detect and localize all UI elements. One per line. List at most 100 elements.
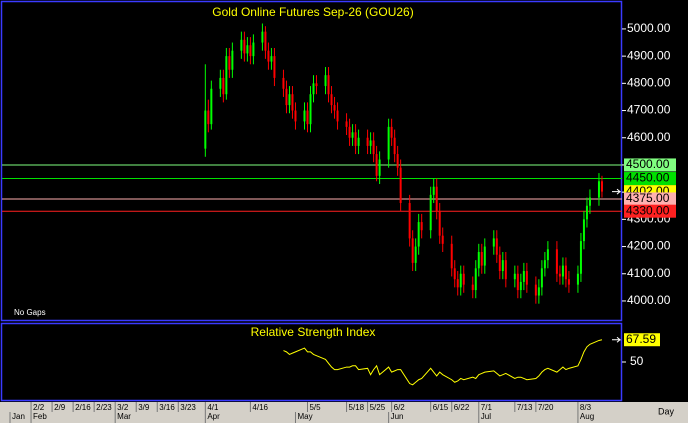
month-label: Feb <box>33 412 47 421</box>
candle-body <box>456 279 459 288</box>
candle-body <box>282 77 285 89</box>
candle-body <box>567 279 570 285</box>
month-label: Jan <box>12 412 25 421</box>
candle-body <box>546 249 549 261</box>
x-tick-label: 4/1 <box>207 403 219 412</box>
candle-body <box>222 77 225 95</box>
candle-body <box>252 42 255 57</box>
y-tick-label: 4900.00 <box>627 48 671 62</box>
candle-body <box>294 110 297 122</box>
candle-body <box>291 94 294 111</box>
candle-body <box>309 94 312 125</box>
candle-body <box>474 268 477 291</box>
last-value-label: 67.59 <box>626 332 656 346</box>
x-tick-label: 5/18 <box>349 403 365 412</box>
month-label: Jul <box>481 412 491 421</box>
candle-body <box>417 222 420 247</box>
candle-body <box>354 132 357 146</box>
candle-body <box>459 273 462 288</box>
candle-body <box>330 94 333 106</box>
candle-body <box>432 186 435 195</box>
candle-body <box>483 246 486 266</box>
rsi-line <box>283 339 603 386</box>
y-tick-label: 4700.00 <box>627 103 671 117</box>
candle-body <box>414 246 417 263</box>
candle-body <box>210 88 213 125</box>
candle-body <box>408 203 411 239</box>
y-tick-label: 4100.00 <box>627 266 671 280</box>
candle-body <box>303 110 306 122</box>
candle-body <box>225 56 228 95</box>
price-frame <box>0 0 623 322</box>
x-tick-label: 3/2 <box>117 403 129 412</box>
candle-body <box>504 260 507 280</box>
month-label: Jun <box>391 412 404 421</box>
candle-body <box>441 235 444 244</box>
x-tick-label: 6/15 <box>433 403 449 412</box>
x-tick-label: 8/3 <box>580 403 592 412</box>
month-label: Apr <box>207 412 220 421</box>
candle-body <box>396 154 399 168</box>
candle-body <box>579 241 582 274</box>
level-tag <box>624 172 676 186</box>
candle-body <box>315 83 318 87</box>
level-label: 4330.00 <box>626 203 670 217</box>
candle-body <box>324 75 327 87</box>
candle-body <box>267 50 270 62</box>
month-label: May <box>297 412 312 421</box>
candle-body <box>540 268 543 288</box>
candle-body <box>333 105 336 111</box>
candle-body <box>516 273 519 291</box>
level-label: 4375.00 <box>626 191 670 205</box>
date-axis-strip <box>0 402 688 423</box>
candle-body <box>576 273 579 285</box>
candle-body <box>534 284 537 296</box>
x-tick-label: 2/2 <box>33 403 45 412</box>
candle-body <box>273 56 276 78</box>
candle-body <box>513 273 516 280</box>
candle-body <box>246 45 249 54</box>
candle-body <box>555 249 558 274</box>
candle-body <box>558 273 561 277</box>
month-label: Mar <box>117 412 131 421</box>
candle-body <box>561 265 564 277</box>
level-tag <box>624 204 676 218</box>
x-tick-label: 5/5 <box>309 403 321 412</box>
x-tick-label: 7/1 <box>481 403 493 412</box>
x-tick-label: 6/22 <box>454 403 470 412</box>
candle-body <box>228 56 231 70</box>
candle-body <box>477 251 480 269</box>
candle-body <box>450 243 453 269</box>
candle-body <box>399 167 402 204</box>
candle-body <box>471 284 474 291</box>
candle-body <box>366 137 369 146</box>
x-tick-label: 3/23 <box>180 403 196 412</box>
candle-body <box>348 126 351 138</box>
candle-body <box>438 211 441 236</box>
candle-body <box>435 186 438 212</box>
last-value-tag <box>624 333 660 347</box>
candle-body <box>582 219 585 242</box>
candle-body <box>462 273 465 285</box>
candle-body <box>585 205 588 220</box>
candle-body <box>231 50 234 70</box>
x-tick-label: 2/9 <box>54 403 66 412</box>
x-tick-label: 2/16 <box>75 403 91 412</box>
candle-body <box>357 137 360 146</box>
y-tick-label: 50 <box>630 354 644 368</box>
x-tick-label: 5/25 <box>370 403 386 412</box>
candle-body <box>240 39 243 51</box>
candle-body <box>525 271 528 285</box>
level-tag <box>624 158 676 172</box>
x-tick-label: 4/16 <box>252 403 268 412</box>
x-tick-label: 7/13 <box>517 403 533 412</box>
candle-body <box>369 140 372 146</box>
candle-body <box>543 260 546 269</box>
candle-body <box>327 75 330 95</box>
candle-body <box>312 83 315 95</box>
level-label: 4500.00 <box>626 157 670 171</box>
y-tick-label: 4600.00 <box>627 130 671 144</box>
candle-body <box>387 126 390 160</box>
candle-body <box>372 140 375 155</box>
